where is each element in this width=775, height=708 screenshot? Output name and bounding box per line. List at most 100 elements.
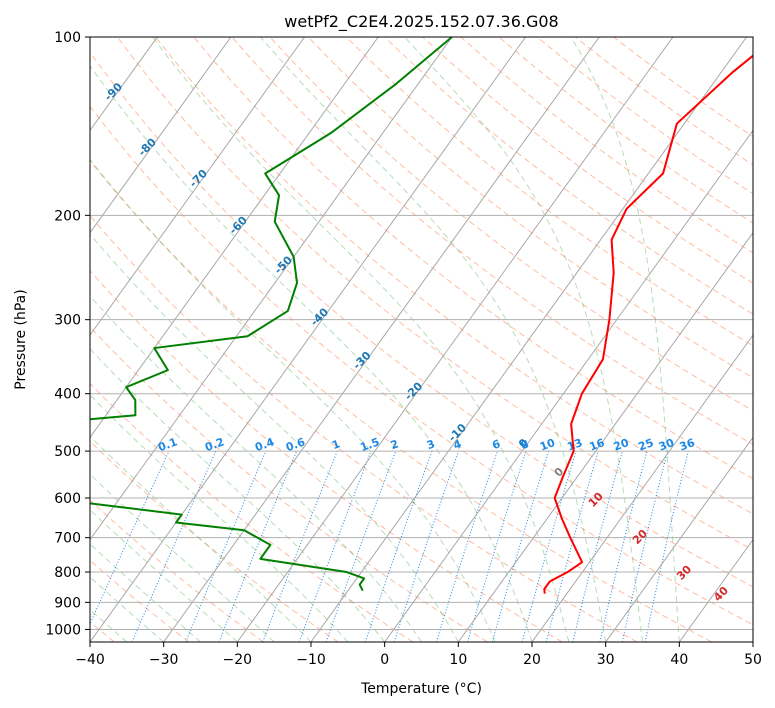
isotherm-line [90, 37, 379, 439]
mixing-ratio-label: 1 [330, 437, 342, 452]
profile-series [90, 37, 753, 594]
dry-adiabat-line [90, 105, 753, 626]
y-axis-label: Pressure (hPa) [13, 289, 29, 389]
isotherm-line [163, 37, 600, 642]
moist-adiabat-line [90, 348, 386, 642]
mixing-ratio-label: 0.1 [156, 435, 179, 454]
moist-adiabat-line [90, 473, 275, 642]
x-tick-label: 20 [523, 652, 541, 668]
y-axis: 100 200 300 400 500 600 700 800 900 1000 [45, 30, 90, 638]
dry-adiabat-line [90, 499, 264, 642]
y-tick-label: 200 [54, 208, 81, 224]
isobars [90, 37, 753, 630]
mixing-ratio-line [325, 450, 397, 642]
mixing-ratio-label: 25 [636, 436, 655, 453]
mixing-ratio-line [435, 450, 498, 642]
dry-adiabat-line [422, 37, 753, 284]
mixing-ratio-line [545, 450, 599, 642]
dry-adiabat-line [90, 270, 563, 642]
x-tick-label: −40 [75, 652, 105, 668]
mixing-ratio-label: 3 [425, 437, 437, 452]
dry-adiabat-line [384, 37, 753, 315]
y-tick-label: 300 [54, 313, 81, 329]
x-tick-label: 40 [670, 652, 688, 668]
mixing-ratio-line [521, 450, 577, 642]
mixing-ratio-label: 0.4 [253, 435, 276, 454]
mixing-ratio-label: 20 [612, 436, 631, 454]
y-tick-label: 500 [54, 444, 81, 460]
moist-adiabat-line [404, 37, 643, 642]
dry-adiabat-line [90, 51, 753, 588]
isotherm-line [90, 37, 527, 642]
temperature-profile-line [543, 54, 753, 594]
isotherms [90, 37, 753, 642]
x-tick-label: −20 [223, 652, 253, 668]
dry-adiabat-line [231, 37, 753, 445]
x-tick-label: 30 [597, 652, 615, 668]
y-tick-label: 800 [54, 565, 81, 581]
dry-adiabat-line [193, 37, 753, 480]
x-tick-label: 0 [380, 652, 389, 668]
background-lines: 0 [90, 37, 753, 642]
mixing-ratio-line [218, 450, 298, 642]
moist-adiabat-line [570, 37, 680, 642]
moist-adiabat-line [90, 576, 164, 642]
x-tick-label: −30 [149, 652, 179, 668]
mixing-ratio-label: 10 [538, 436, 557, 454]
isotherm-line [90, 37, 232, 234]
dry-adiabat-line [155, 37, 753, 515]
moist-adiabat-line [90, 158, 496, 642]
dry-adiabat-line [269, 37, 753, 412]
moist-adiabat-line [90, 295, 422, 642]
isotherm-line [457, 231, 753, 642]
mixing-ratio-line [572, 450, 623, 642]
moist-adiabat-line [90, 64, 533, 642]
mixing-ratio-line [467, 450, 527, 642]
isotherm-line [678, 538, 753, 642]
dry-adiabat-line [90, 326, 488, 642]
mixing-ratio-label: 13 [565, 436, 584, 453]
line-labels: -100-90-80-70-60-50-40-30-20-100 0.10.20… [102, 80, 731, 605]
chart-title: wetPf2_C2E4.2025.152.07.36.G08 [284, 12, 558, 32]
y-tick-label: 600 [54, 491, 81, 507]
mixing-ratio-line [644, 450, 689, 642]
y-tick-label: 700 [54, 531, 81, 547]
mixing-ratio-line [599, 450, 648, 642]
mixing-ratio-label: 8 [519, 437, 531, 452]
isotherm-line [384, 129, 753, 642]
mixing-ratio-label: 16 [588, 436, 607, 454]
moist-adiabat-line [90, 233, 459, 642]
y-tick-label: 900 [54, 595, 81, 611]
moist-adiabat-line [260, 37, 607, 642]
dewpoint-profile-line [90, 37, 453, 592]
mixing-ratio-labels: 0.1 0.2 0.4 0.6 1 1.5 2 3 4 6 8 10 13 16 20 25 30 36 [156, 435, 696, 454]
x-axis-label: Temperature (°C) [360, 681, 482, 697]
y-tick-label: 1000 [45, 622, 81, 638]
mixing-ratio-line [90, 450, 170, 625]
mixing-ratio-label: 4 [452, 437, 464, 452]
isotherm-line [605, 436, 753, 642]
x-axis: −40 −30 −20 −10 0 10 20 30 40 50 [75, 642, 762, 668]
isotherm-line [531, 334, 753, 642]
moist-adiabat-line [152, 37, 570, 642]
mixing-ratio-label: 1.5 [358, 435, 381, 454]
plot-frame [89, 36, 754, 643]
x-tick-label: 10 [449, 652, 467, 668]
y-tick-label: 400 [54, 387, 81, 403]
mixing-ratio-line [621, 450, 669, 642]
mixing-ratio-line [185, 450, 267, 642]
moist-adiabat-line [90, 394, 349, 642]
isotherm-line [310, 37, 748, 642]
mixing-ratio-label: 0.2 [203, 435, 226, 454]
mixing-ratio-line [364, 450, 433, 642]
mixing-ratio-label: 6 [490, 437, 502, 452]
isotherm-line [90, 37, 306, 336]
moist-adiabat-line [90, 543, 201, 642]
x-tick-label: −10 [296, 652, 326, 668]
isotherm-line [90, 37, 453, 541]
mixing-ratio-label: 0.6 [284, 435, 307, 454]
mixing-ratio-label: 2 [389, 437, 401, 452]
mixing-ratio-label: 36 [678, 436, 697, 454]
